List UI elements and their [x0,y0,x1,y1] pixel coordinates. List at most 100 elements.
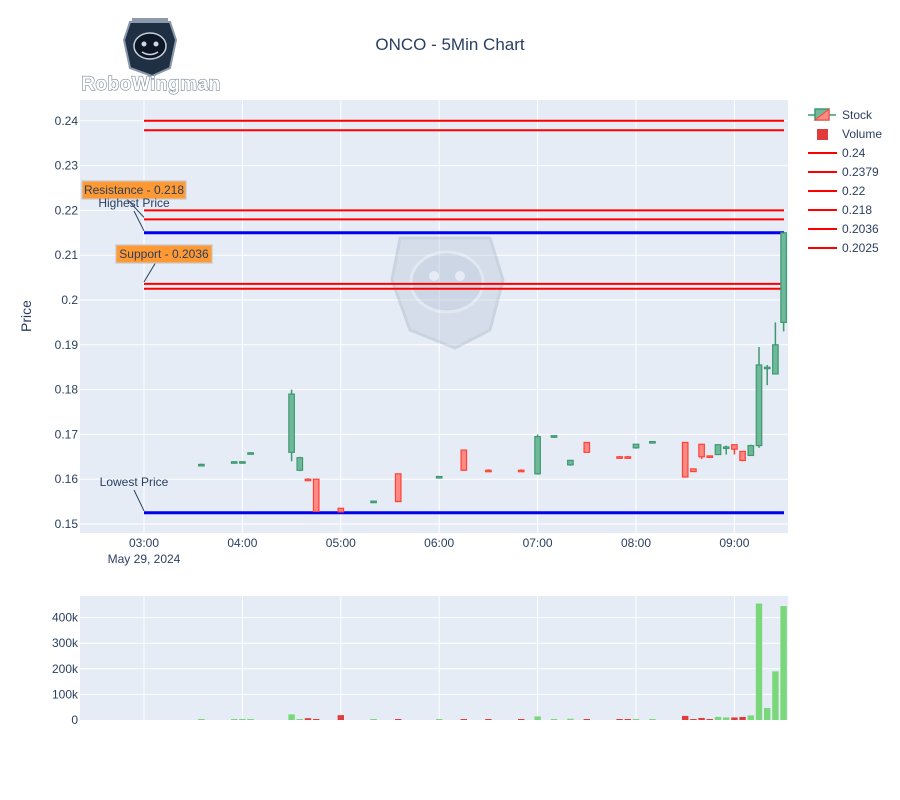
volume-tick-label: 200k [52,662,79,676]
volume-bar [731,717,738,720]
legend-item: 0.2025 [808,241,879,255]
annotation-arrow [143,261,157,283]
volume-bar [698,717,705,720]
candle-body [739,450,746,461]
candle [288,389,295,462]
candle-body [616,456,623,459]
price-tick-label: 0.15 [55,517,79,531]
price-tick-label: 0.24 [55,114,79,128]
candle [435,475,443,479]
time-tick-label: 04:00 [227,536,257,550]
candle [460,449,468,471]
annotation-arrow [133,210,145,232]
candle-body [649,440,656,444]
legend-item: 0.22 [808,184,866,198]
time-tick-label: 06:00 [424,536,454,550]
volume-bar [395,719,402,720]
volume-tick-label: 0 [71,713,78,727]
legend-label: 0.2036 [842,222,879,236]
volume-gridlines [80,596,788,720]
volume-bar [567,718,574,720]
candle-body [370,500,377,504]
candle-body [485,469,492,473]
candle [567,459,574,466]
volume-bar [690,719,697,720]
volume-bar [337,715,344,720]
price-plot-area [80,100,788,533]
candle [247,452,254,455]
candle-body [239,461,246,464]
candle-body [435,475,443,479]
volume-bars-group [198,603,787,720]
price-tick-label: 0.23 [55,159,79,173]
legend-label: 0.2379 [842,165,879,179]
volume-bar [706,719,713,720]
volume-bar [518,719,525,720]
volume-bar [296,719,303,720]
volume-bar [755,603,763,720]
candle-body [681,441,689,478]
candle [517,469,525,473]
legend-item: 0.24 [808,146,866,160]
volume-tick-label: 300k [52,636,79,650]
candle [780,232,787,332]
volume-bar [723,717,730,720]
candle-body [755,364,763,447]
time-tick-label: 07:00 [523,536,553,550]
candle-body [517,469,525,473]
astronaut-helmet-icon [122,18,178,78]
volume-bar [616,719,623,720]
candle-body [304,478,312,482]
legend-label: Volume [842,127,882,141]
volume-plot-area [80,596,788,720]
candle-body [731,444,738,450]
volume-bar [632,719,640,720]
volume-bar [780,606,787,720]
candle [616,455,623,459]
price-tick-label: 0.19 [55,338,79,352]
candle [534,434,541,475]
chart-title: ONCO - 5Min Chart [375,35,525,54]
candle [632,443,640,449]
time-tick-label: 03:00 [129,536,159,550]
candle [304,478,312,482]
candles-group [198,232,787,513]
candle-body [312,478,320,513]
candle-body [247,452,254,455]
candle-body [198,463,205,467]
candle-body [230,461,238,464]
legend: Stock Volume 0.24 0.2379 0.22 0.218 0.2036 0.20… [808,107,882,255]
support-resistance-lines [144,119,784,515]
candle [230,461,238,464]
candle-body [460,449,468,471]
date-label: May 29, 2024 [108,552,181,566]
candle-body [763,366,771,370]
candle-body [714,444,722,456]
annotation-label: Resistance - 0.218 [84,183,184,197]
volume-bar [764,707,771,720]
legend-item: 0.2379 [808,165,879,179]
candle [763,364,771,386]
time-tick-label: 08:00 [621,536,651,550]
time-tick-label: 09:00 [719,536,749,550]
candle [731,444,738,455]
price-tick-label: 0.17 [55,427,79,441]
volume-bar [772,671,779,720]
candle [714,444,722,456]
candle [370,500,377,504]
candle-body [706,455,714,459]
volume-bar [436,719,443,720]
candle [739,450,746,462]
logo-text: RoboWingman [81,74,220,95]
candle [296,456,304,472]
candle-body [337,507,345,513]
candle [722,445,730,455]
price-annotation: Highest Price [98,196,170,232]
volume-bar [583,719,590,720]
volume-bar [747,715,754,720]
candle [624,455,632,459]
price-axis-ticks: 0.15 0.16 0.17 0.18 0.19 0.2 0.21 0.22 0.23 0.24 [55,114,79,531]
candle [312,478,320,513]
